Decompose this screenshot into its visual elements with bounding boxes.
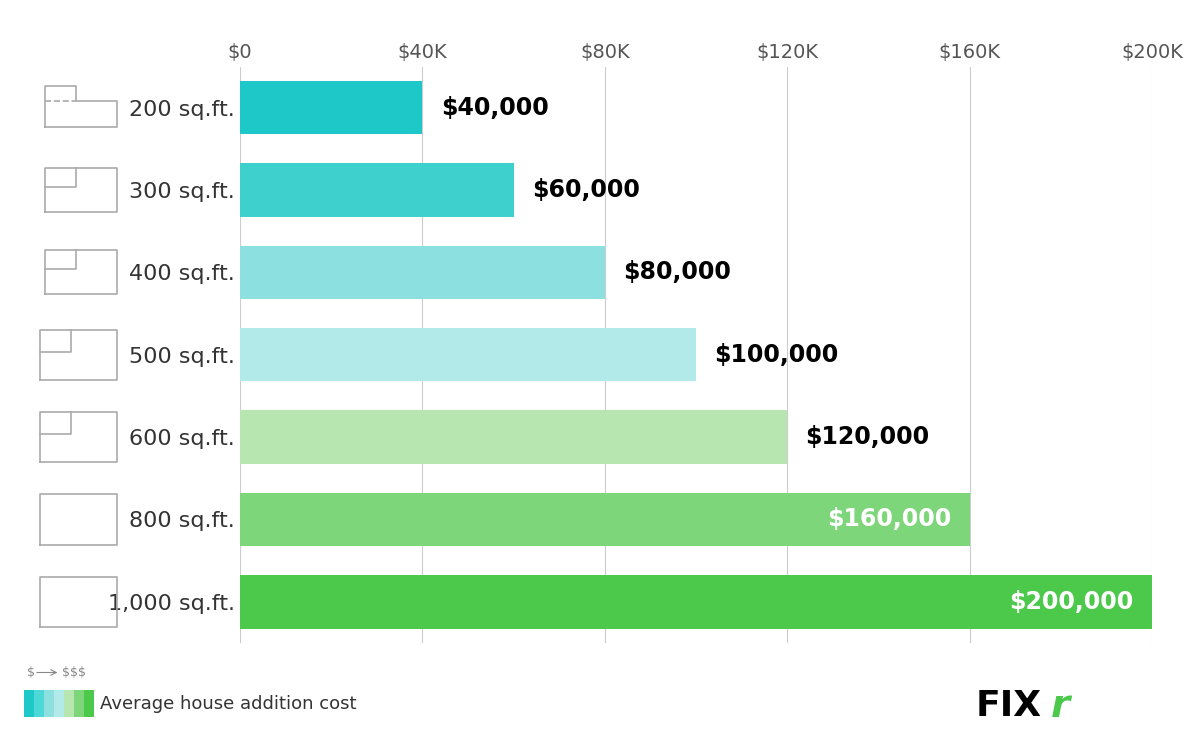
Text: $120,000: $120,000 [805, 425, 930, 449]
Text: $100,000: $100,000 [714, 343, 839, 367]
Bar [44, 690, 54, 717]
Text: $: $ [26, 666, 35, 679]
Text: $200,000: $200,000 [1009, 590, 1134, 614]
Bar [74, 690, 84, 717]
Bar [240, 575, 1152, 628]
Bar [240, 410, 787, 464]
Bar [240, 493, 970, 546]
Bar [240, 163, 514, 217]
Text: FIX: FIX [976, 689, 1042, 723]
Text: $60,000: $60,000 [532, 178, 640, 202]
Text: $40,000: $40,000 [440, 95, 548, 120]
Bar [24, 690, 34, 717]
Bar [65, 690, 74, 717]
Bar [240, 81, 422, 134]
Text: $80,000: $80,000 [623, 260, 731, 285]
Text: Average house addition cost: Average house addition cost [100, 695, 356, 712]
Bar [84, 690, 94, 717]
Bar [34, 690, 43, 717]
Bar [240, 328, 696, 381]
Text: r: r [1051, 687, 1070, 725]
Text: $160,000: $160,000 [827, 508, 952, 531]
Bar [54, 690, 64, 717]
Bar [240, 245, 605, 299]
Text: $$$: $$$ [62, 666, 86, 679]
